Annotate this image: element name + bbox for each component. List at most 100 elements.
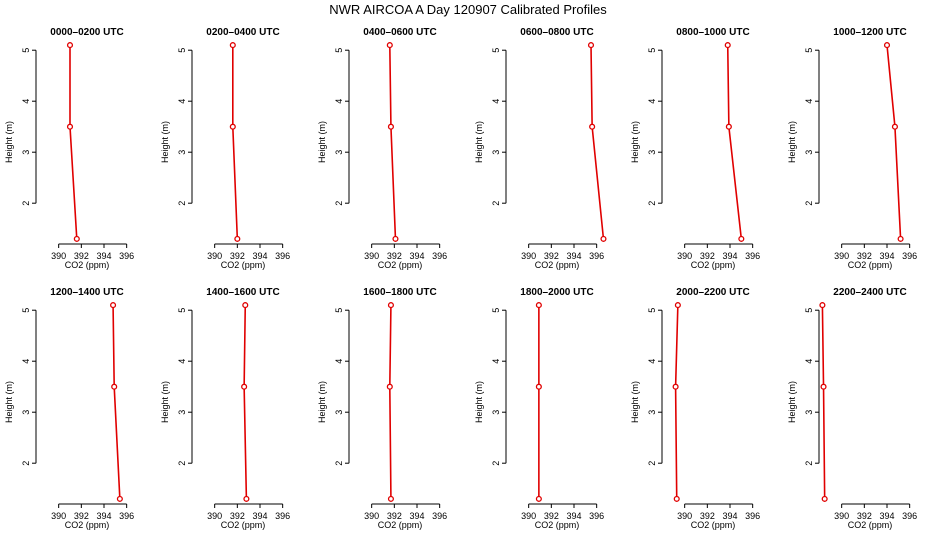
x-tick-label: 390 bbox=[677, 511, 692, 521]
data-point bbox=[234, 235, 241, 242]
y-tick-label: 2 bbox=[647, 201, 657, 206]
panel-title: 1000–1200 UTC bbox=[833, 27, 906, 38]
x-tick-label: 394 bbox=[409, 511, 424, 521]
y-tick-label: 5 bbox=[177, 308, 187, 313]
data-point bbox=[819, 302, 826, 309]
y-tick-label: 4 bbox=[334, 359, 344, 364]
data-point bbox=[883, 42, 891, 49]
panel-11: 2000–2200 UTC 2 3 4 5 390 392 394 396 CO2 (ppm) He… bbox=[630, 287, 760, 530]
y-tick-label: 4 bbox=[177, 359, 187, 364]
data-point bbox=[242, 302, 249, 309]
x-tick-label: 392 bbox=[74, 251, 89, 261]
x-tick-label: 396 bbox=[119, 251, 134, 261]
data-point bbox=[111, 383, 118, 390]
x-tick-label: 392 bbox=[230, 251, 245, 261]
profile-line bbox=[69, 45, 78, 239]
x-tick-label: 392 bbox=[700, 251, 715, 261]
x-tick-label: 390 bbox=[207, 511, 222, 521]
y-tick-label: 5 bbox=[491, 48, 501, 53]
data-point bbox=[673, 495, 680, 502]
x-tick-label: 396 bbox=[432, 511, 447, 521]
y-tick-label: 2 bbox=[804, 201, 814, 206]
x-axis-label: CO2 (ppm) bbox=[848, 260, 893, 270]
x-tick-label: 394 bbox=[96, 511, 111, 521]
y-tick-label: 3 bbox=[334, 150, 344, 155]
y-tick-label: 3 bbox=[334, 410, 344, 415]
x-tick-label: 396 bbox=[275, 251, 290, 261]
y-tick-label: 4 bbox=[334, 99, 344, 104]
y-axis-label: Height (m) bbox=[160, 121, 170, 163]
data-point bbox=[738, 235, 745, 242]
panel-6: 1000–1200 UTC 2 3 4 5 390 392 394 396 CO2 (ppm) He… bbox=[787, 27, 917, 270]
panel-title: 0800–1000 UTC bbox=[676, 27, 749, 38]
data-point bbox=[535, 302, 542, 309]
data-point bbox=[387, 302, 394, 309]
y-tick-label: 2 bbox=[804, 461, 814, 466]
x-tick-label: 396 bbox=[745, 511, 760, 521]
y-tick-label: 5 bbox=[21, 308, 31, 313]
x-axis-label: CO2 (ppm) bbox=[65, 520, 110, 530]
panel-title: 1600–1800 UTC bbox=[363, 287, 436, 298]
x-tick-label: 392 bbox=[544, 511, 559, 521]
x-tick-label: 394 bbox=[409, 251, 424, 261]
x-axis-label: CO2 (ppm) bbox=[535, 260, 580, 270]
x-tick-label: 396 bbox=[745, 251, 760, 261]
y-axis-label: Height (m) bbox=[474, 381, 484, 423]
x-tick-label: 394 bbox=[566, 251, 581, 261]
y-tick-label: 5 bbox=[334, 48, 344, 53]
y-tick-label: 5 bbox=[334, 308, 344, 313]
x-tick-label: 394 bbox=[566, 511, 581, 521]
data-point bbox=[243, 495, 250, 502]
x-tick-label: 396 bbox=[589, 251, 604, 261]
y-tick-label: 4 bbox=[21, 359, 31, 364]
data-point bbox=[724, 42, 731, 49]
y-tick-label: 4 bbox=[491, 99, 501, 104]
panel-title: 0400–0600 UTC bbox=[363, 27, 436, 38]
x-tick-label: 394 bbox=[722, 251, 737, 261]
data-point bbox=[386, 383, 393, 390]
data-point bbox=[725, 123, 732, 130]
y-tick-label: 3 bbox=[647, 410, 657, 415]
panel-10: 1800–2000 UTC 2 3 4 5 390 392 394 396 CO2 (ppm) He… bbox=[474, 287, 604, 530]
y-tick-label: 4 bbox=[177, 99, 187, 104]
data-point bbox=[66, 42, 74, 49]
y-axis-label: Height (m) bbox=[630, 121, 640, 163]
y-tick-label: 5 bbox=[804, 308, 814, 313]
data-point bbox=[674, 302, 681, 309]
y-tick-label: 3 bbox=[804, 410, 814, 415]
y-axis-label: Height (m) bbox=[317, 381, 327, 423]
x-tick-label: 394 bbox=[252, 251, 267, 261]
x-tick-label: 394 bbox=[252, 511, 267, 521]
y-tick-label: 5 bbox=[491, 308, 501, 313]
x-tick-label: 396 bbox=[589, 511, 604, 521]
y-tick-label: 4 bbox=[804, 99, 814, 104]
profile-line bbox=[112, 305, 121, 499]
y-axis-label: Height (m) bbox=[474, 121, 484, 163]
profile-line bbox=[674, 305, 679, 499]
y-tick-label: 2 bbox=[491, 201, 501, 206]
x-axis-label: CO2 (ppm) bbox=[221, 260, 266, 270]
x-tick-label: 390 bbox=[834, 251, 849, 261]
panel-9: 1600–1800 UTC 2 3 4 5 390 392 394 396 CO2 (ppm) He… bbox=[317, 287, 447, 530]
panel-title: 0200–0400 UTC bbox=[206, 27, 279, 38]
profile-line bbox=[243, 305, 248, 499]
y-tick-label: 5 bbox=[804, 48, 814, 53]
profile-line bbox=[590, 45, 605, 239]
panel-8: 1400–1600 UTC 2 3 4 5 390 392 394 396 CO2 (ppm) He… bbox=[160, 287, 290, 530]
x-axis-label: CO2 (ppm) bbox=[221, 520, 266, 530]
x-tick-label: 392 bbox=[544, 251, 559, 261]
x-tick-label: 392 bbox=[387, 511, 402, 521]
x-axis-label: CO2 (ppm) bbox=[691, 260, 736, 270]
data-point bbox=[392, 235, 399, 242]
x-tick-label: 390 bbox=[834, 511, 849, 521]
data-point bbox=[891, 123, 898, 130]
x-axis-label: CO2 (ppm) bbox=[65, 260, 110, 270]
panel-12: 2200–2400 UTC 2 3 4 5 390 392 394 396 CO2 (ppm) He… bbox=[787, 287, 917, 530]
y-tick-label: 3 bbox=[21, 410, 31, 415]
data-point bbox=[897, 235, 904, 242]
y-tick-label: 3 bbox=[804, 150, 814, 155]
y-tick-label: 5 bbox=[647, 48, 657, 53]
y-tick-label: 2 bbox=[177, 201, 187, 206]
panel-7: 1200–1400 UTC 2 3 4 5 390 392 394 396 CO2 (ppm) He… bbox=[4, 287, 134, 530]
x-tick-label: 394 bbox=[96, 251, 111, 261]
